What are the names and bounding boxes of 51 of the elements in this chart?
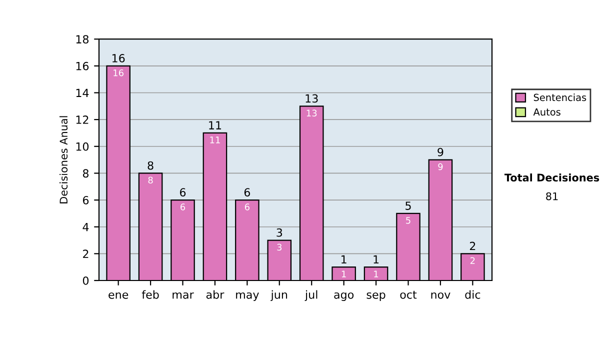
data-label: 1: [374, 270, 378, 278]
x-tick-label: jul: [304, 290, 318, 301]
total-label: 8: [148, 161, 154, 170]
y-tick-label: 16: [76, 62, 89, 70]
x-tick-label: oct: [400, 290, 417, 299]
data-label: 6: [180, 204, 186, 210]
data-label: 3: [277, 244, 282, 251]
total-label: 16: [112, 54, 125, 62]
total-label: 5: [406, 202, 411, 210]
total-label: 11: [209, 121, 222, 130]
x-tick-label: may: [236, 292, 259, 301]
y-tick-label: 12: [76, 116, 88, 124]
total-label: 3: [276, 228, 282, 237]
x-tick-label: abr: [206, 290, 224, 299]
y-tick-label: 8: [82, 169, 89, 178]
data-label: 5: [406, 217, 410, 224]
text: 81: [546, 192, 558, 200]
x-tick-label: ago: [334, 292, 354, 301]
total-label: 1: [374, 255, 379, 264]
data-label: 16: [114, 69, 124, 76]
data-label: 2: [470, 257, 475, 264]
x-tick-label: sep: [366, 292, 386, 301]
data-label: 6: [244, 204, 250, 210]
y-tick-label: 14: [76, 88, 89, 97]
data-label: 8: [148, 176, 153, 184]
x-tick-label: nov: [431, 292, 450, 299]
y-tick-label: 2: [83, 250, 88, 258]
x-tick-label: ene: [108, 292, 128, 299]
data-label: 11: [210, 136, 220, 144]
x-tick-label: dic: [465, 290, 480, 299]
data-label: 13: [306, 110, 317, 116]
total-label: 2: [470, 242, 476, 250]
y-tick-label: 4: [82, 222, 89, 232]
x-tick-label: jun: [270, 290, 288, 301]
y-tick-label: 18: [76, 35, 89, 44]
y-tick-label: 10: [76, 142, 89, 151]
total-label: 13: [306, 94, 318, 103]
data-label: 1: [342, 270, 346, 278]
data-label: 9: [438, 163, 443, 170]
total-label: 9: [438, 148, 444, 156]
legend-label: Autos: [533, 108, 560, 116]
x-tick-label: feb: [142, 290, 159, 299]
y-axis-title: Decisiones Anual: [60, 116, 68, 204]
total-label: 6: [180, 188, 186, 197]
total-label: 6: [244, 188, 250, 197]
text: Total Decisiones: [504, 173, 600, 182]
x-tick-label: mar: [172, 292, 194, 299]
y-tick-label: 6: [82, 196, 89, 204]
total-label: 1: [342, 255, 346, 264]
legend-label: Sentencias: [534, 94, 586, 102]
y-tick-label: 0: [82, 276, 89, 285]
